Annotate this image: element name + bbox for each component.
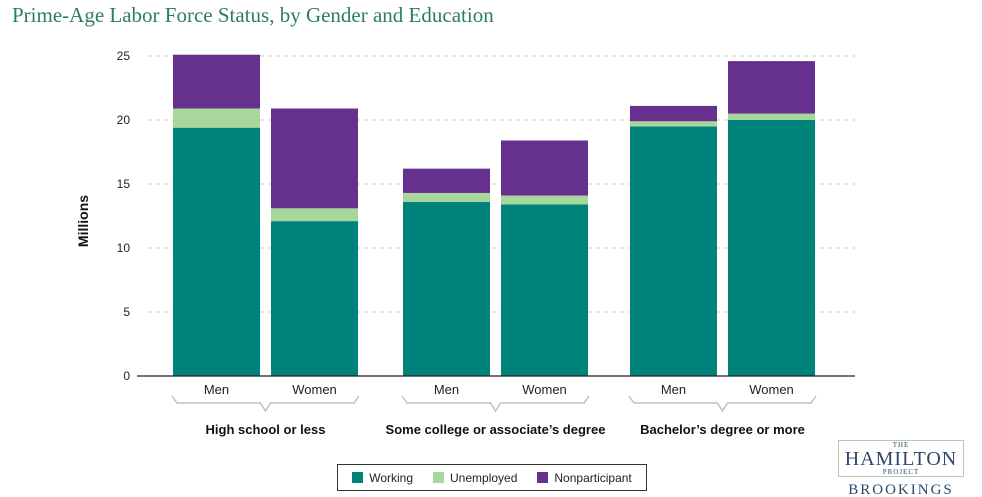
y-axis: 0 5 10 15 20 25: [117, 49, 131, 383]
bar-nonparticipant-bachelor-s-degree-or-more-women: [728, 61, 815, 114]
y-tick-label: 0: [123, 369, 130, 383]
chart-title: Prime-Age Labor Force Status, by Gender …: [12, 3, 494, 27]
bar-working-high-school-or-less-women: [271, 221, 358, 376]
bar-nonparticipant-bachelor-s-degree-or-more-men: [630, 105, 717, 122]
x-axis: Men Women High school or less Men Women Some …: [171, 382, 817, 437]
group-label: High school or less: [206, 422, 326, 437]
bar-chart: 0 5 10 15 20 25 Millions Men Women High school …: [75, 49, 855, 437]
legend-swatch-unemployed: [433, 472, 445, 483]
x-tick-label: Women: [749, 382, 794, 397]
x-tick-label: Women: [522, 382, 567, 397]
bar-unemployed-bachelor-s-degree-or-more-men: [630, 121, 717, 127]
bar-unemployed-some-college-or-associate-s-degree-men: [403, 192, 490, 202]
logo-sub-text: PROJECT: [882, 468, 920, 476]
legend-label-unemployed: Unemployed: [450, 470, 518, 485]
bar-unemployed-high-school-or-less-men: [173, 108, 260, 128]
brookings-logo-text: BROOKINGS: [848, 482, 954, 497]
legend-item-nonparticipant: Nonparticipant: [537, 470, 632, 485]
legend: Working Unemployed Nonparticipant: [337, 464, 647, 491]
bar-unemployed-some-college-or-associate-s-degree-women: [501, 195, 588, 205]
logo-main-text: HAMILTON: [844, 448, 958, 470]
y-tick-label: 20: [117, 113, 131, 127]
group-label: Some college or associate’s degree: [386, 422, 606, 437]
group-bracket: [401, 395, 590, 413]
group-bracket: [628, 395, 817, 413]
hamilton-project-logo: THE HAMILTON PROJECT BROOKINGS: [833, 440, 969, 497]
logo-box: THE HAMILTON PROJECT: [837, 440, 965, 477]
y-tick-label: 25: [117, 49, 131, 63]
bars: [173, 54, 815, 377]
legend-item-unemployed: Unemployed: [433, 471, 517, 485]
bar-working-some-college-or-associate-s-degree-women: [501, 204, 588, 376]
bar-nonparticipant-some-college-or-associate-s-degree-women: [501, 140, 588, 196]
bar-nonparticipant-high-school-or-less-men: [173, 54, 260, 109]
x-tick-label: Men: [204, 382, 229, 397]
y-tick-label: 5: [123, 305, 130, 319]
y-tick-label: 10: [117, 241, 131, 255]
bar-nonparticipant-some-college-or-associate-s-degree-men: [403, 168, 490, 193]
bar-working-bachelor-s-degree-or-more-women: [728, 120, 815, 376]
x-tick-label: Women: [292, 382, 337, 397]
x-tick-label: Men: [661, 382, 686, 397]
bar-working-some-college-or-associate-s-degree-men: [403, 201, 490, 376]
legend-label-nonparticipant: Nonparticipant: [554, 470, 632, 485]
y-tick-label: 15: [117, 177, 131, 191]
bar-nonparticipant-high-school-or-less-women: [271, 108, 358, 209]
x-tick-label: Men: [434, 382, 459, 397]
bar-working-high-school-or-less-men: [173, 127, 260, 377]
group-label: Bachelor’s degree or more: [640, 422, 805, 437]
logo-top-text: THE: [892, 441, 910, 449]
y-axis-label: Millions: [75, 195, 91, 247]
bar-working-bachelor-s-degree-or-more-men: [630, 126, 717, 377]
group-bracket: [171, 395, 360, 413]
legend-swatch-nonparticipant: [537, 472, 549, 483]
bar-unemployed-high-school-or-less-women: [271, 208, 358, 222]
legend-label-working: Working: [369, 470, 414, 485]
legend-swatch-working: [352, 472, 364, 483]
bar-unemployed-bachelor-s-degree-or-more-women: [728, 113, 815, 120]
legend-item-working: Working: [352, 471, 413, 485]
